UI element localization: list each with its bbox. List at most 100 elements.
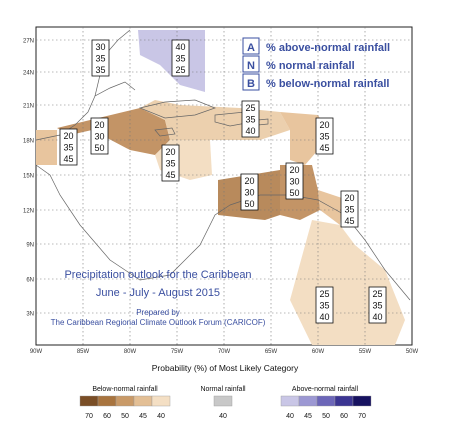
prob-below: 45 — [165, 170, 175, 180]
lon-label: 90W — [30, 349, 43, 355]
lat-label: 9N — [26, 243, 34, 249]
lat-label: 24N — [23, 71, 34, 77]
scale-normal-label: Normal rainfall — [200, 386, 246, 393]
coast-venezuela-guianas — [229, 194, 411, 301]
scale-above-label: Above-normal rainfall — [292, 386, 359, 393]
prob-normal: 30 — [244, 188, 254, 198]
prob-normal: 35 — [319, 301, 329, 311]
lat-label: 6N — [26, 278, 34, 284]
prob-below: 40 — [372, 312, 382, 322]
prob-normal: 35 — [95, 54, 105, 64]
scale-swatch — [316, 395, 336, 407]
prob-below: 25 — [175, 65, 185, 75]
prob-above: 20 — [94, 120, 104, 130]
scale-swatch — [79, 395, 99, 407]
lat-label: 21N — [23, 104, 34, 110]
scale-value: 45 — [139, 413, 147, 420]
scale-swatch — [352, 395, 372, 407]
prob-above: 20 — [63, 131, 73, 141]
prob-below: 50 — [289, 188, 299, 198]
prob-normal: 35 — [372, 301, 382, 311]
island-hispaniola — [214, 111, 253, 127]
zone-trinidad — [318, 190, 342, 225]
lon-label: 80W — [124, 349, 137, 355]
prob-below: 45 — [344, 216, 354, 226]
lon-label: 75W — [171, 349, 184, 355]
prob-above: 20 — [344, 193, 354, 203]
scale-swatch — [133, 395, 153, 407]
island-jamaica — [154, 127, 176, 137]
prob-above: 20 — [165, 147, 175, 157]
scale-value: 40 — [219, 413, 227, 420]
lat-label: 15N — [23, 174, 34, 180]
scale-value: 50 — [121, 413, 129, 420]
key-label-above: % above-normal rainfall — [266, 42, 390, 54]
scale-title: Probability (%) of Most Likely Category — [152, 363, 299, 373]
probability-boxes: 4035253035352035452030502535402035452035… — [59, 39, 387, 324]
scale-swatches: 70 60 50 45 40 40 40 45 50 60 70 — [79, 395, 372, 420]
prob-below: 40 — [319, 312, 329, 322]
lat-label: 12N — [23, 209, 34, 215]
key-letter-above: A — [247, 42, 255, 54]
category-key: A N B % above-normal rainfall % normal r… — [242, 37, 390, 91]
prob-normal: 30 — [94, 132, 104, 142]
prob-above: 20 — [244, 176, 254, 186]
prob-above: 25 — [372, 289, 382, 299]
prob-normal: 35 — [344, 205, 354, 215]
scale-value: 45 — [304, 413, 312, 420]
latitude-labels: 27N 24N 21N 18N 15N 12N 9N 6N 3N — [23, 39, 34, 318]
key-label-below: % below-normal rainfall — [266, 78, 389, 90]
scale-swatch — [298, 395, 318, 407]
lon-label: 60W — [312, 349, 325, 355]
map-prepared-by: Prepared by — [136, 308, 180, 317]
prob-normal: 35 — [165, 159, 175, 169]
scale-value: 60 — [103, 413, 111, 420]
key-label-normal: % normal rainfall — [266, 60, 355, 72]
longitude-labels: 90W 85W 80W 75W 70W 65W 60W 55W 50W — [30, 349, 419, 355]
prob-above: 20 — [289, 165, 299, 175]
prob-normal: 35 — [63, 143, 73, 153]
map-title-line2: June - July - August 2015 — [96, 287, 220, 299]
prob-below: 50 — [244, 199, 254, 209]
map-organization: The Caribbean Regional Climate Outlook F… — [51, 318, 266, 327]
coast-central-south-america — [35, 164, 231, 281]
prob-above: 20 — [319, 120, 329, 130]
scale-value: 40 — [157, 413, 165, 420]
map-title-line1: Precipitation outlook for the Caribbean — [64, 269, 251, 281]
prob-below: 45 — [319, 143, 329, 153]
scale-swatch — [280, 395, 300, 407]
scale-value: 60 — [340, 413, 348, 420]
prob-above: 25 — [319, 289, 329, 299]
lat-label: 3N — [26, 312, 34, 318]
prob-above: 30 — [95, 42, 105, 52]
lon-label: 70W — [218, 349, 231, 355]
scale-below-label: Below-normal rainfall — [92, 386, 158, 393]
prob-normal: 30 — [289, 177, 299, 187]
scale-value: 70 — [85, 413, 93, 420]
lat-label: 18N — [23, 139, 34, 145]
scale-swatch — [334, 395, 354, 407]
lon-label: 50W — [406, 349, 419, 355]
map-title-block: Precipitation outlook for the Caribbean … — [51, 269, 266, 327]
prob-above: 25 — [245, 103, 255, 113]
prob-above: 40 — [175, 42, 185, 52]
island-cuba — [138, 99, 216, 119]
scale-swatch — [151, 395, 171, 407]
lon-label: 65W — [265, 349, 278, 355]
key-letter-below: B — [247, 78, 255, 90]
prob-normal: 35 — [319, 132, 329, 142]
zone-central-america — [36, 130, 57, 165]
prob-normal: 35 — [245, 115, 255, 125]
